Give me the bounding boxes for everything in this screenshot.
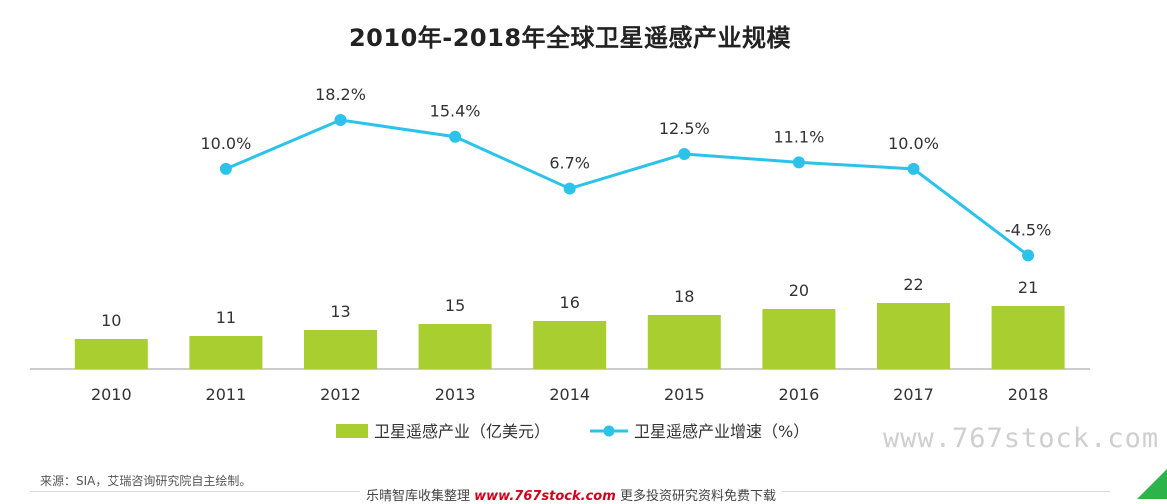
bar-value-label: 18 — [674, 287, 694, 306]
bar-value-label: 10 — [101, 311, 121, 330]
legend-line-label: 卫星遥感产业增速（%） — [634, 422, 809, 441]
growth-point — [792, 156, 805, 169]
bar — [991, 306, 1065, 369]
growth-value-label: 10.0% — [200, 134, 251, 153]
x-tick-label: 2014 — [549, 385, 590, 404]
growth-point — [907, 162, 920, 175]
bar-value-label: 21 — [1018, 278, 1038, 297]
legend-line-marker — [603, 425, 615, 437]
footer-text: 乐晴智库收集整理 www.767stock.com 更多投资研究资料免费下载 — [360, 485, 782, 504]
footer-site-link[interactable]: www.767stock.com — [474, 489, 616, 504]
growth-value-label: 11.1% — [773, 127, 824, 146]
bar — [189, 336, 263, 369]
x-tick-label: 2018 — [1008, 385, 1049, 404]
growth-value-label: 15.4% — [430, 102, 481, 121]
growth-value-label: -4.5% — [1005, 220, 1051, 239]
x-tick-label: 2012 — [320, 385, 361, 404]
watermark: www.767stock.com — [883, 423, 1160, 454]
growth-point — [334, 114, 347, 127]
growth-line — [225, 118, 1030, 257]
growth-value-label: 10.0% — [888, 134, 939, 153]
bar — [533, 321, 607, 369]
growth-point — [449, 130, 462, 143]
bar — [74, 339, 148, 369]
x-tick-label: 2015 — [664, 385, 705, 404]
growth-point — [219, 162, 232, 175]
x-tick-label: 2016 — [779, 385, 820, 404]
x-tick-label: 2011 — [206, 385, 247, 404]
bar-value-label: 13 — [330, 302, 350, 321]
bar — [877, 303, 950, 369]
bar-value-label: 22 — [903, 275, 923, 294]
corner-decoration — [1137, 469, 1167, 499]
x-tick-label: 2013 — [435, 385, 476, 404]
bar-value-label: 15 — [445, 296, 465, 315]
growth-point — [678, 148, 691, 160]
growth-point — [1022, 249, 1035, 262]
footer-prefix: 乐晴智库收集整理 — [366, 489, 471, 504]
source-note: 来源：SIA，艾瑞咨询研究院自主绘制。 — [40, 474, 252, 488]
growth-point — [563, 182, 576, 195]
bar-value-label: 20 — [789, 281, 809, 300]
bar-value-label: 11 — [216, 308, 236, 327]
growth-value-label: 6.7% — [549, 154, 590, 173]
x-tick-label: 2010 — [91, 385, 132, 404]
bar — [762, 309, 836, 369]
growth-value-label: 18.2% — [315, 85, 366, 104]
legend-bar-label: 卫星遥感产业（亿美元） — [374, 422, 550, 441]
footer-suffix: 更多投资研究资料免费下载 — [619, 489, 776, 504]
chart-title: 2010年-2018年全球卫星遥感产业规模 — [348, 24, 792, 52]
bar — [304, 330, 377, 369]
bar — [418, 324, 492, 369]
growth-value-label: 12.5% — [659, 119, 710, 138]
bar — [647, 315, 721, 369]
legend-bar-swatch — [336, 424, 368, 438]
bar-value-label: 16 — [560, 293, 580, 312]
x-tick-label: 2017 — [893, 385, 934, 404]
chart-area: 10 2010 11 2011 13 2012 15 2013 16 2014 18 2015 20 20… — [30, 85, 1090, 441]
